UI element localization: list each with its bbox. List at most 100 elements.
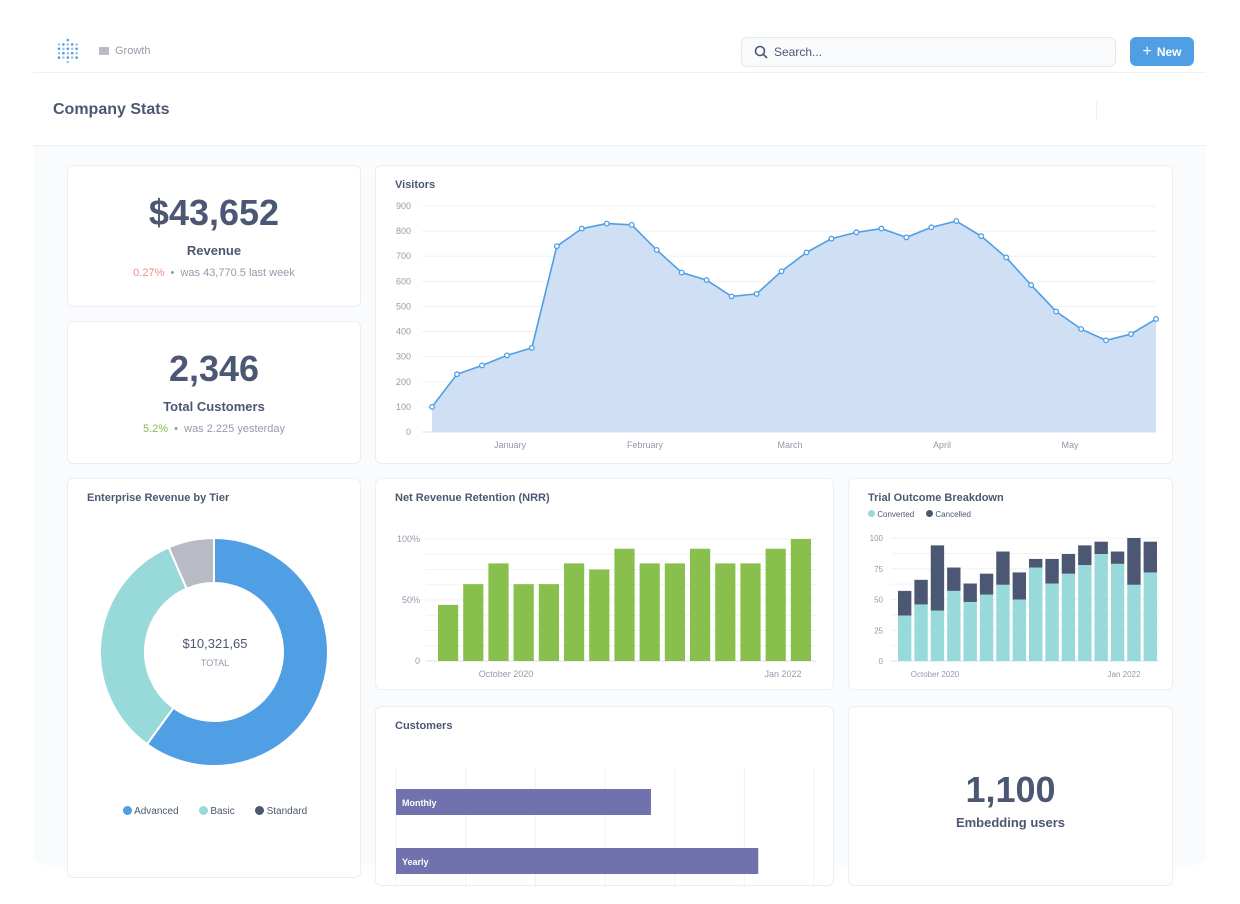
donut-slice-standard	[167, 536, 215, 590]
y-tick-label: 50%	[402, 595, 420, 605]
customers-comparison: 5.2% • was 2.225 yesterday	[142, 423, 286, 435]
embedding-card[interactable]: 1,100 Embedding users	[848, 706, 1173, 886]
nrr-bar	[790, 539, 811, 661]
trial-title[interactable]: Trial Outcome Breakdown	[868, 492, 1004, 504]
cancelled-bar	[1110, 551, 1125, 564]
data-point	[1103, 337, 1110, 344]
top-nav: Growth Search... + New	[33, 0, 1206, 73]
x-tick-label: May	[1061, 440, 1079, 450]
nrr-card[interactable]: Net Revenue Retention (NRR) 0 50% 100% Octo…	[375, 478, 834, 690]
legend-converted[interactable]: Converted	[868, 510, 914, 519]
x-tick-label: October 2020	[479, 669, 534, 679]
donut-slice-basic	[99, 546, 188, 746]
folder-icon	[99, 47, 109, 55]
y-tick-label: 100%	[397, 534, 420, 544]
x-tick-label: March	[777, 440, 802, 450]
y-tick-label: 600	[396, 276, 411, 286]
converted-bar	[979, 594, 994, 661]
converted-bar	[914, 604, 928, 661]
search-input[interactable]: Search...	[741, 37, 1116, 67]
cancelled-bar	[914, 579, 928, 605]
legend-item-basic[interactable]: Basic	[198, 806, 235, 817]
data-point	[1053, 308, 1060, 315]
y-tick-label: 400	[396, 327, 411, 337]
data-point	[478, 362, 485, 369]
customers-value: 2,346	[168, 348, 260, 389]
converted-bar	[1127, 584, 1141, 661]
page-title: Company Stats	[53, 101, 170, 118]
cancelled-bar	[996, 551, 1010, 585]
cancelled-bar	[1029, 558, 1043, 568]
x-tick-label: October 2020	[911, 670, 960, 679]
cancelled-bar	[1045, 558, 1059, 584]
embedding-value: 1,100	[965, 769, 1056, 810]
customers-bar	[396, 789, 651, 815]
customers-previous: was 2.225 yesterday	[184, 423, 286, 435]
visitors-card[interactable]: Visitors 0 100 200 300 400 500 600 700 800 900 Jan…	[375, 165, 1173, 464]
cancelled-bar	[1061, 553, 1076, 574]
cancelled-bar	[1012, 572, 1026, 600]
visitors-title[interactable]: Visitors	[395, 179, 436, 191]
data-point	[429, 403, 435, 410]
nrr-title[interactable]: Net Revenue Retention (NRR)	[395, 492, 550, 504]
revenue-label: Revenue	[186, 243, 242, 258]
legend-cancelled[interactable]: Cancelled	[926, 510, 971, 519]
new-button[interactable]: + New	[1130, 37, 1194, 66]
logo-dot	[70, 43, 74, 46]
nrr-bar	[664, 563, 685, 661]
converted-bar	[996, 584, 1010, 661]
bar-label: Yearly	[402, 857, 429, 867]
y-tick-label: 75	[874, 565, 883, 574]
logo-icon[interactable]	[57, 38, 79, 64]
data-point	[803, 249, 810, 256]
y-tick-label: 0	[415, 656, 420, 666]
nrr-bar	[513, 584, 534, 661]
data-point	[828, 235, 835, 242]
data-point	[528, 344, 535, 351]
revenue-card[interactable]: $43,652 Revenue 0.27% • was 43,770.5 las…	[67, 165, 361, 307]
logo-dot	[57, 47, 61, 51]
data-point	[603, 220, 610, 227]
tier-title[interactable]: Enterprise Revenue by Tier	[87, 492, 230, 504]
legend-item-advanced[interactable]: Advanced	[122, 806, 179, 817]
x-tick-label: February	[627, 440, 664, 450]
nrr-bar	[488, 563, 509, 661]
cancelled-bar	[1143, 541, 1157, 573]
data-point	[953, 218, 960, 225]
visitors-area	[432, 221, 1156, 432]
nrr-bar	[715, 563, 736, 661]
total-customers-card[interactable]: 2,346 Total Customers 5.2% • was 2.225 y…	[67, 321, 361, 464]
tier-card[interactable]: Enterprise Revenue by Tier $10,321,65 TO…	[67, 478, 361, 878]
customers-bar	[396, 848, 759, 874]
logo-dot	[57, 56, 61, 59]
visitors-chart: 0 100 200 300 400 500 600 700 800 900 January Febru…	[396, 201, 1159, 450]
customers-bar-title[interactable]: Customers	[395, 720, 453, 732]
plus-icon: +	[1142, 42, 1152, 60]
legend-dot	[122, 806, 132, 815]
logo-dot	[70, 51, 74, 55]
trial-legend: Converted Cancelled	[868, 510, 971, 519]
donut-total-label: TOTAL	[200, 658, 230, 668]
customers-bar-card[interactable]: Customers Monthly Yearly	[375, 706, 834, 887]
breadcrumb-collection[interactable]: Growth	[115, 45, 151, 57]
nrr-bar	[740, 563, 761, 661]
nrr-bar	[438, 604, 459, 661]
breadcrumb[interactable]: Growth	[99, 45, 150, 57]
legend-dot	[198, 806, 208, 815]
data-point	[628, 221, 635, 228]
search-icon	[754, 45, 768, 59]
trial-card[interactable]: Trial Outcome Breakdown Converted Cancel…	[848, 478, 1173, 690]
x-tick-label: April	[933, 440, 951, 450]
bar-label: Monthly	[402, 798, 437, 808]
cancelled-bar	[898, 590, 912, 616]
legend-item-standard[interactable]: Standard	[254, 806, 307, 817]
data-point	[503, 352, 510, 359]
legend-dot	[254, 806, 264, 815]
converted-bar	[930, 610, 945, 661]
customers-bar-chart: Monthly Yearly	[395, 767, 815, 887]
nrr-bar	[463, 584, 484, 661]
data-point	[678, 269, 685, 276]
donut-legend: Advanced Basic Standard	[68, 806, 362, 817]
data-point	[978, 233, 985, 240]
nrr-bar	[564, 563, 585, 661]
